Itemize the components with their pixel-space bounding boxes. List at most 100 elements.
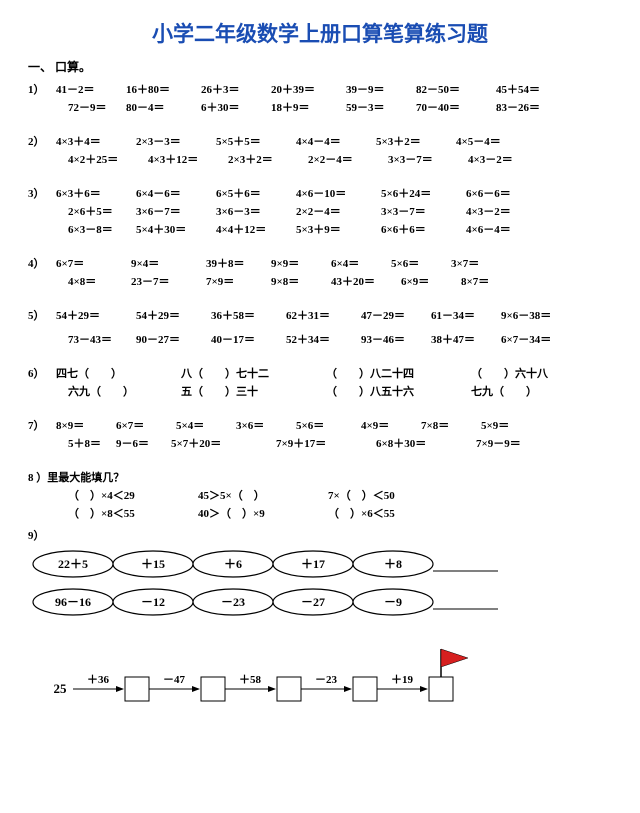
q3-r2-2: 3×6－3＝	[216, 203, 296, 219]
q1-r2-6: 83－26＝	[496, 99, 540, 115]
spacer	[28, 435, 68, 451]
q4-r2-4: 43＋20＝	[331, 273, 401, 289]
oval-chain-1: 22＋5 ＋15 ＋6 ＋17 ＋8	[28, 547, 612, 581]
q5-r1-2: 36＋58＝	[211, 307, 286, 323]
q3-r1-3: 4×6－10＝	[296, 185, 381, 201]
q7-r2-0: 5＋8＝	[68, 435, 116, 451]
q8-r1-2: 7×（ ）＜50	[328, 487, 395, 503]
q1-r1-4: 39－9＝	[346, 81, 416, 97]
q3-r2-0: 2×6＋5＝	[68, 203, 136, 219]
q7-r2-4: 6×8＋30＝	[376, 435, 476, 451]
q4-label: 4）	[28, 255, 56, 271]
q5-r2-4: 93－46＝	[361, 331, 431, 347]
q6-r1-2: （ ）八二十四	[326, 365, 471, 381]
q2-r2-3: 2×2－4＝	[308, 151, 388, 167]
q7-r1-6: 7×8＝	[421, 417, 481, 433]
q3-r2-3: 2×2－4＝	[296, 203, 381, 219]
q4-r2-1: 23－7＝	[131, 273, 206, 289]
q7-r1-0: 8×9＝	[56, 417, 116, 433]
q7-r2-2: 5×7＋20＝	[171, 435, 276, 451]
q5-r2-5: 38＋47＝	[431, 331, 501, 347]
q6-r2-2: （ ）八五十六	[326, 383, 471, 399]
q3-r3-1: 5×4＋30＝	[136, 221, 216, 237]
q1-r2-1: 80－4＝	[126, 99, 201, 115]
spacer	[28, 99, 68, 115]
bc-op4: ＋19	[391, 674, 413, 686]
q2-r1-2: 5×5＋5＝	[216, 133, 296, 149]
q8-r1-1: 45＞5×（ ）	[198, 487, 328, 503]
c2-start: 96－16	[55, 595, 91, 609]
q7-r1-4: 5×6＝	[296, 417, 361, 433]
spacer	[28, 505, 68, 521]
c1-op3: ＋8	[384, 557, 402, 571]
flag-icon	[441, 649, 468, 677]
q5-r2-0: 73－43＝	[68, 331, 136, 347]
q1-r1-2: 26＋3＝	[201, 81, 271, 97]
q2-r2-1: 4×3＋12＝	[148, 151, 228, 167]
chain1-svg: 22＋5 ＋15 ＋6 ＋17 ＋8	[28, 547, 588, 581]
q4-r2-6: 8×7＝	[461, 273, 489, 289]
q3-r3-0: 6×3－8＝	[68, 221, 136, 237]
q4-r1-1: 9×4＝	[131, 255, 206, 271]
q7-r1-3: 3×6＝	[236, 417, 296, 433]
q2-r2-5: 4×3－2＝	[468, 151, 513, 167]
q2-r2-2: 2×3＋2＝	[228, 151, 308, 167]
spacer	[28, 273, 68, 289]
c1-op0: ＋15	[141, 557, 165, 571]
q5-r1-3: 62＋31＝	[286, 307, 361, 323]
q3-r1-2: 6×5＋6＝	[216, 185, 296, 201]
q4-r1-2: 39＋8＝	[206, 255, 271, 271]
q6-r2-3: 七九（ ）	[471, 383, 537, 399]
q1-r2-3: 18＋9＝	[271, 99, 346, 115]
spacer	[28, 383, 68, 399]
q3-r1-0: 6×3＋6＝	[56, 185, 136, 201]
q8-r1-0: （ ）×4＜29	[68, 487, 198, 503]
q1-r2-4: 59－3＝	[346, 99, 416, 115]
q4-r1-6: 3×7＝	[451, 255, 479, 271]
q1-r1-0: 41－2＝	[56, 81, 126, 97]
q3-r3-4: 6×6＋6＝	[381, 221, 466, 237]
q4-r1-0: 6×7＝	[56, 255, 131, 271]
q2-label: 2）	[28, 133, 56, 149]
q8-r2-1: 40＞（ ）×9	[198, 505, 328, 521]
q2-r1-4: 5×3＋2＝	[376, 133, 456, 149]
q5-r2-6: 6×7－34＝	[501, 331, 551, 347]
q3-r2-5: 4×3－2＝	[466, 203, 511, 219]
section-1-head: 一、 口算。	[28, 58, 612, 75]
q7-r2-1: 9－6＝	[116, 435, 171, 451]
q5-label: 5）	[28, 307, 56, 323]
q6-label: 6）	[28, 365, 56, 381]
q6-r1-0: 四七（ ）	[56, 365, 181, 381]
q5-r2-1: 90－27＝	[136, 331, 211, 347]
q1-r1-5: 82－50＝	[416, 81, 496, 97]
q3-r3-5: 4×6－4＝	[466, 221, 511, 237]
spacer	[28, 221, 68, 237]
q1-r2-0: 72－9＝	[68, 99, 126, 115]
question-4: 4） 6×7＝ 9×4＝ 39＋8＝ 9×9＝ 6×4＝ 5×6＝ 3×7＝ 4…	[28, 255, 612, 289]
q7-label: 7）	[28, 417, 56, 433]
q9-label: 9）	[28, 527, 612, 543]
q8-label: 8 ）里最大能填几？	[28, 469, 612, 485]
q4-r2-5: 6×9＝	[401, 273, 461, 289]
q2-r2-4: 3×3－7＝	[388, 151, 468, 167]
question-8: 8 ）里最大能填几？ （ ）×4＜29 45＞5×（ ） 7×（ ）＜50 （ …	[28, 469, 612, 521]
q5-r1-5: 61－34＝	[431, 307, 501, 323]
q4-r2-3: 9×8＝	[271, 273, 331, 289]
page-title: 小学二年级数学上册口算笔算练习题	[28, 18, 612, 48]
q4-r2-2: 7×9＝	[206, 273, 271, 289]
q3-r1-4: 5×6＋24＝	[381, 185, 466, 201]
q3-label: 3）	[28, 185, 56, 201]
q5-r1-1: 54＋29＝	[136, 307, 211, 323]
boxchain-svg: 25 ＋36 －47 ＋58 －23 ＋19	[28, 643, 588, 713]
q1-r1-6: 45＋54＝	[496, 81, 540, 97]
q2-r1-1: 2×3－3＝	[136, 133, 216, 149]
q2-r1-3: 4×4－4＝	[296, 133, 376, 149]
c1-start: 22＋5	[58, 557, 88, 571]
q1-r2-2: 6＋30＝	[201, 99, 271, 115]
bc-op2: ＋58	[239, 674, 261, 686]
q4-r2-0: 4×8＝	[68, 273, 131, 289]
q1-label: 1）	[28, 81, 56, 97]
c2-op1: －23	[221, 595, 245, 609]
bc-op3: －23	[315, 674, 337, 686]
spacer	[28, 331, 68, 347]
